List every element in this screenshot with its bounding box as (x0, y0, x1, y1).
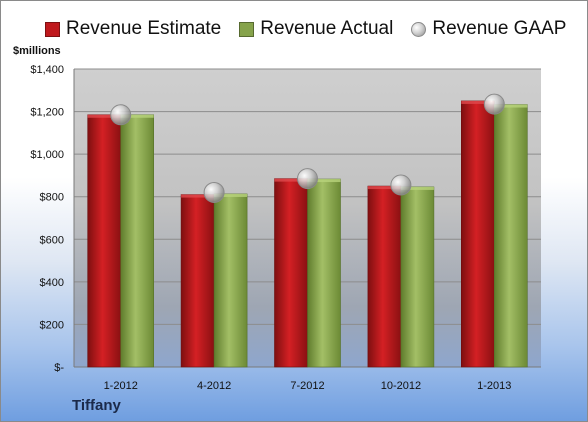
y-tick-label: $- (54, 362, 64, 374)
legend-marker-revenue-actual (239, 21, 255, 37)
bar-top-highlight (400, 186, 434, 190)
y-tick-label: $800 (40, 192, 64, 204)
gaap-markers (110, 93, 505, 203)
marker-revenue-gaap (390, 174, 412, 196)
marker-revenue-gaap (297, 168, 318, 190)
x-tick-label: 4-2012 (197, 380, 231, 392)
legend-marker-revenue-estimate (45, 21, 60, 37)
bar-revenue-estimate (367, 185, 402, 368)
bar-revenue-estimate (180, 194, 215, 368)
marker-revenue-gaap (110, 104, 132, 126)
y-tick-label: $600 (40, 234, 64, 246)
bar-revenue-estimate (460, 100, 495, 368)
bar-top-highlight (87, 114, 121, 118)
y-tick-label: $1,000 (30, 149, 64, 161)
y-tick-label: $1,400 (30, 64, 64, 76)
x-tick-label: 1-2012 (104, 380, 138, 392)
bar-top-highlight (307, 179, 341, 183)
bar-top-highlight (494, 104, 528, 108)
bar-top-highlight (120, 114, 154, 118)
bar-revenue-actual (120, 114, 154, 368)
x-tick-label: 7-2012 (290, 380, 324, 392)
marker-revenue-gaap (203, 181, 225, 203)
bar-revenue-actual (493, 104, 528, 368)
chart-legend: Revenue Estimate Revenue Actual Revenue … (45, 17, 584, 41)
bars (87, 100, 528, 368)
company-name: Tiffany (72, 397, 121, 414)
bar-revenue-actual (307, 178, 341, 368)
legend-marker-revenue-gaap (411, 21, 427, 37)
bar-revenue-estimate (274, 178, 308, 368)
bar-top-highlight (461, 100, 495, 104)
bar-revenue-estimate (87, 114, 121, 368)
x-tick-label: 10-2012 (381, 380, 421, 392)
bar-top-highlight (181, 194, 215, 198)
y-tick-label: $400 (40, 277, 64, 289)
bar-top-highlight (274, 178, 308, 182)
bar-top-highlight (367, 186, 401, 190)
legend-item-revenue-gaap: Revenue GAAP (411, 18, 566, 40)
legend-item-revenue-actual: Revenue Actual (239, 18, 393, 40)
bar-top-highlight (214, 193, 248, 197)
y-axis-unit-label: $millions (13, 45, 61, 57)
axis-ticks: $- $200 $400 $600 $800 $1,000 $1,200 $1,400 1-20… (30, 64, 511, 392)
legend-label-revenue-gaap: Revenue GAAP (432, 18, 567, 39)
legend-label-revenue-estimate: Revenue Estimate (66, 18, 222, 39)
marker-revenue-gaap (483, 93, 505, 115)
bar-revenue-actual (400, 186, 435, 368)
y-tick-label: $200 (40, 319, 64, 331)
x-tick-label: 1-2013 (477, 380, 511, 392)
y-tick-label: $1,200 (30, 107, 64, 119)
legend-label-revenue-actual: Revenue Actual (260, 18, 394, 39)
legend-item-revenue-estimate: Revenue Estimate (45, 18, 221, 40)
bar-revenue-actual (213, 193, 248, 368)
